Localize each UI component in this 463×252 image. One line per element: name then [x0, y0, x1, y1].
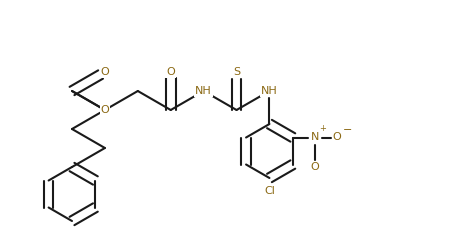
- Text: +: +: [319, 124, 325, 133]
- Text: O: O: [100, 67, 109, 77]
- Text: O: O: [332, 133, 340, 142]
- Text: N: N: [310, 133, 319, 142]
- Text: NH: NH: [261, 86, 277, 96]
- Text: O: O: [310, 163, 319, 173]
- Text: O: O: [166, 67, 175, 77]
- Text: Cl: Cl: [263, 186, 274, 196]
- Text: S: S: [232, 67, 239, 77]
- Text: O: O: [100, 105, 109, 115]
- Text: NH: NH: [195, 86, 212, 96]
- Text: −: −: [343, 125, 352, 136]
